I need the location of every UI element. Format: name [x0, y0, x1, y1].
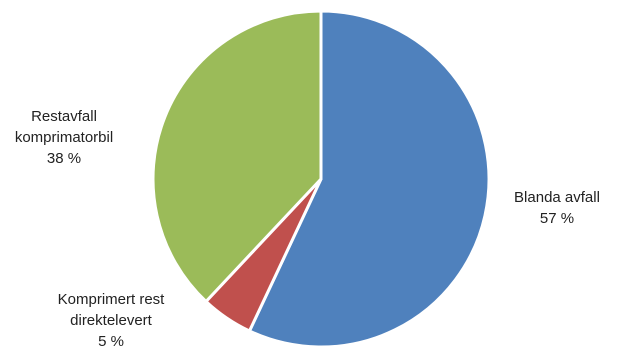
slice-label-0-line-1: 57 % [540, 210, 574, 227]
slice-label-2-line-2: 38 % [47, 150, 81, 167]
slice-label-0-line-0: Blanda avfall [514, 189, 600, 206]
slice-labels: Blanda avfall 57 % Komprimert rest direktel… [15, 108, 600, 350]
slice-label-2-line-1: komprimatorbil [15, 129, 113, 146]
slice-label-1: Komprimert rest direktelevert 5 % [58, 291, 166, 350]
slice-label-0: Blanda avfall 57 % [514, 189, 600, 227]
slice-label-1-line-1: direktelevert [70, 312, 153, 329]
pie-slice-2 [151, 9, 323, 303]
pie-slice-0 [247, 9, 491, 349]
slice-label-2: Restavfall komprimatorbil 38 % [15, 108, 113, 167]
slice-label-1-line-2: 5 % [98, 333, 124, 350]
slice-label-1-line-0: Komprimert rest [58, 291, 166, 308]
pie-slices [151, 9, 491, 349]
slice-label-2-line-0: Restavfall [31, 108, 97, 125]
